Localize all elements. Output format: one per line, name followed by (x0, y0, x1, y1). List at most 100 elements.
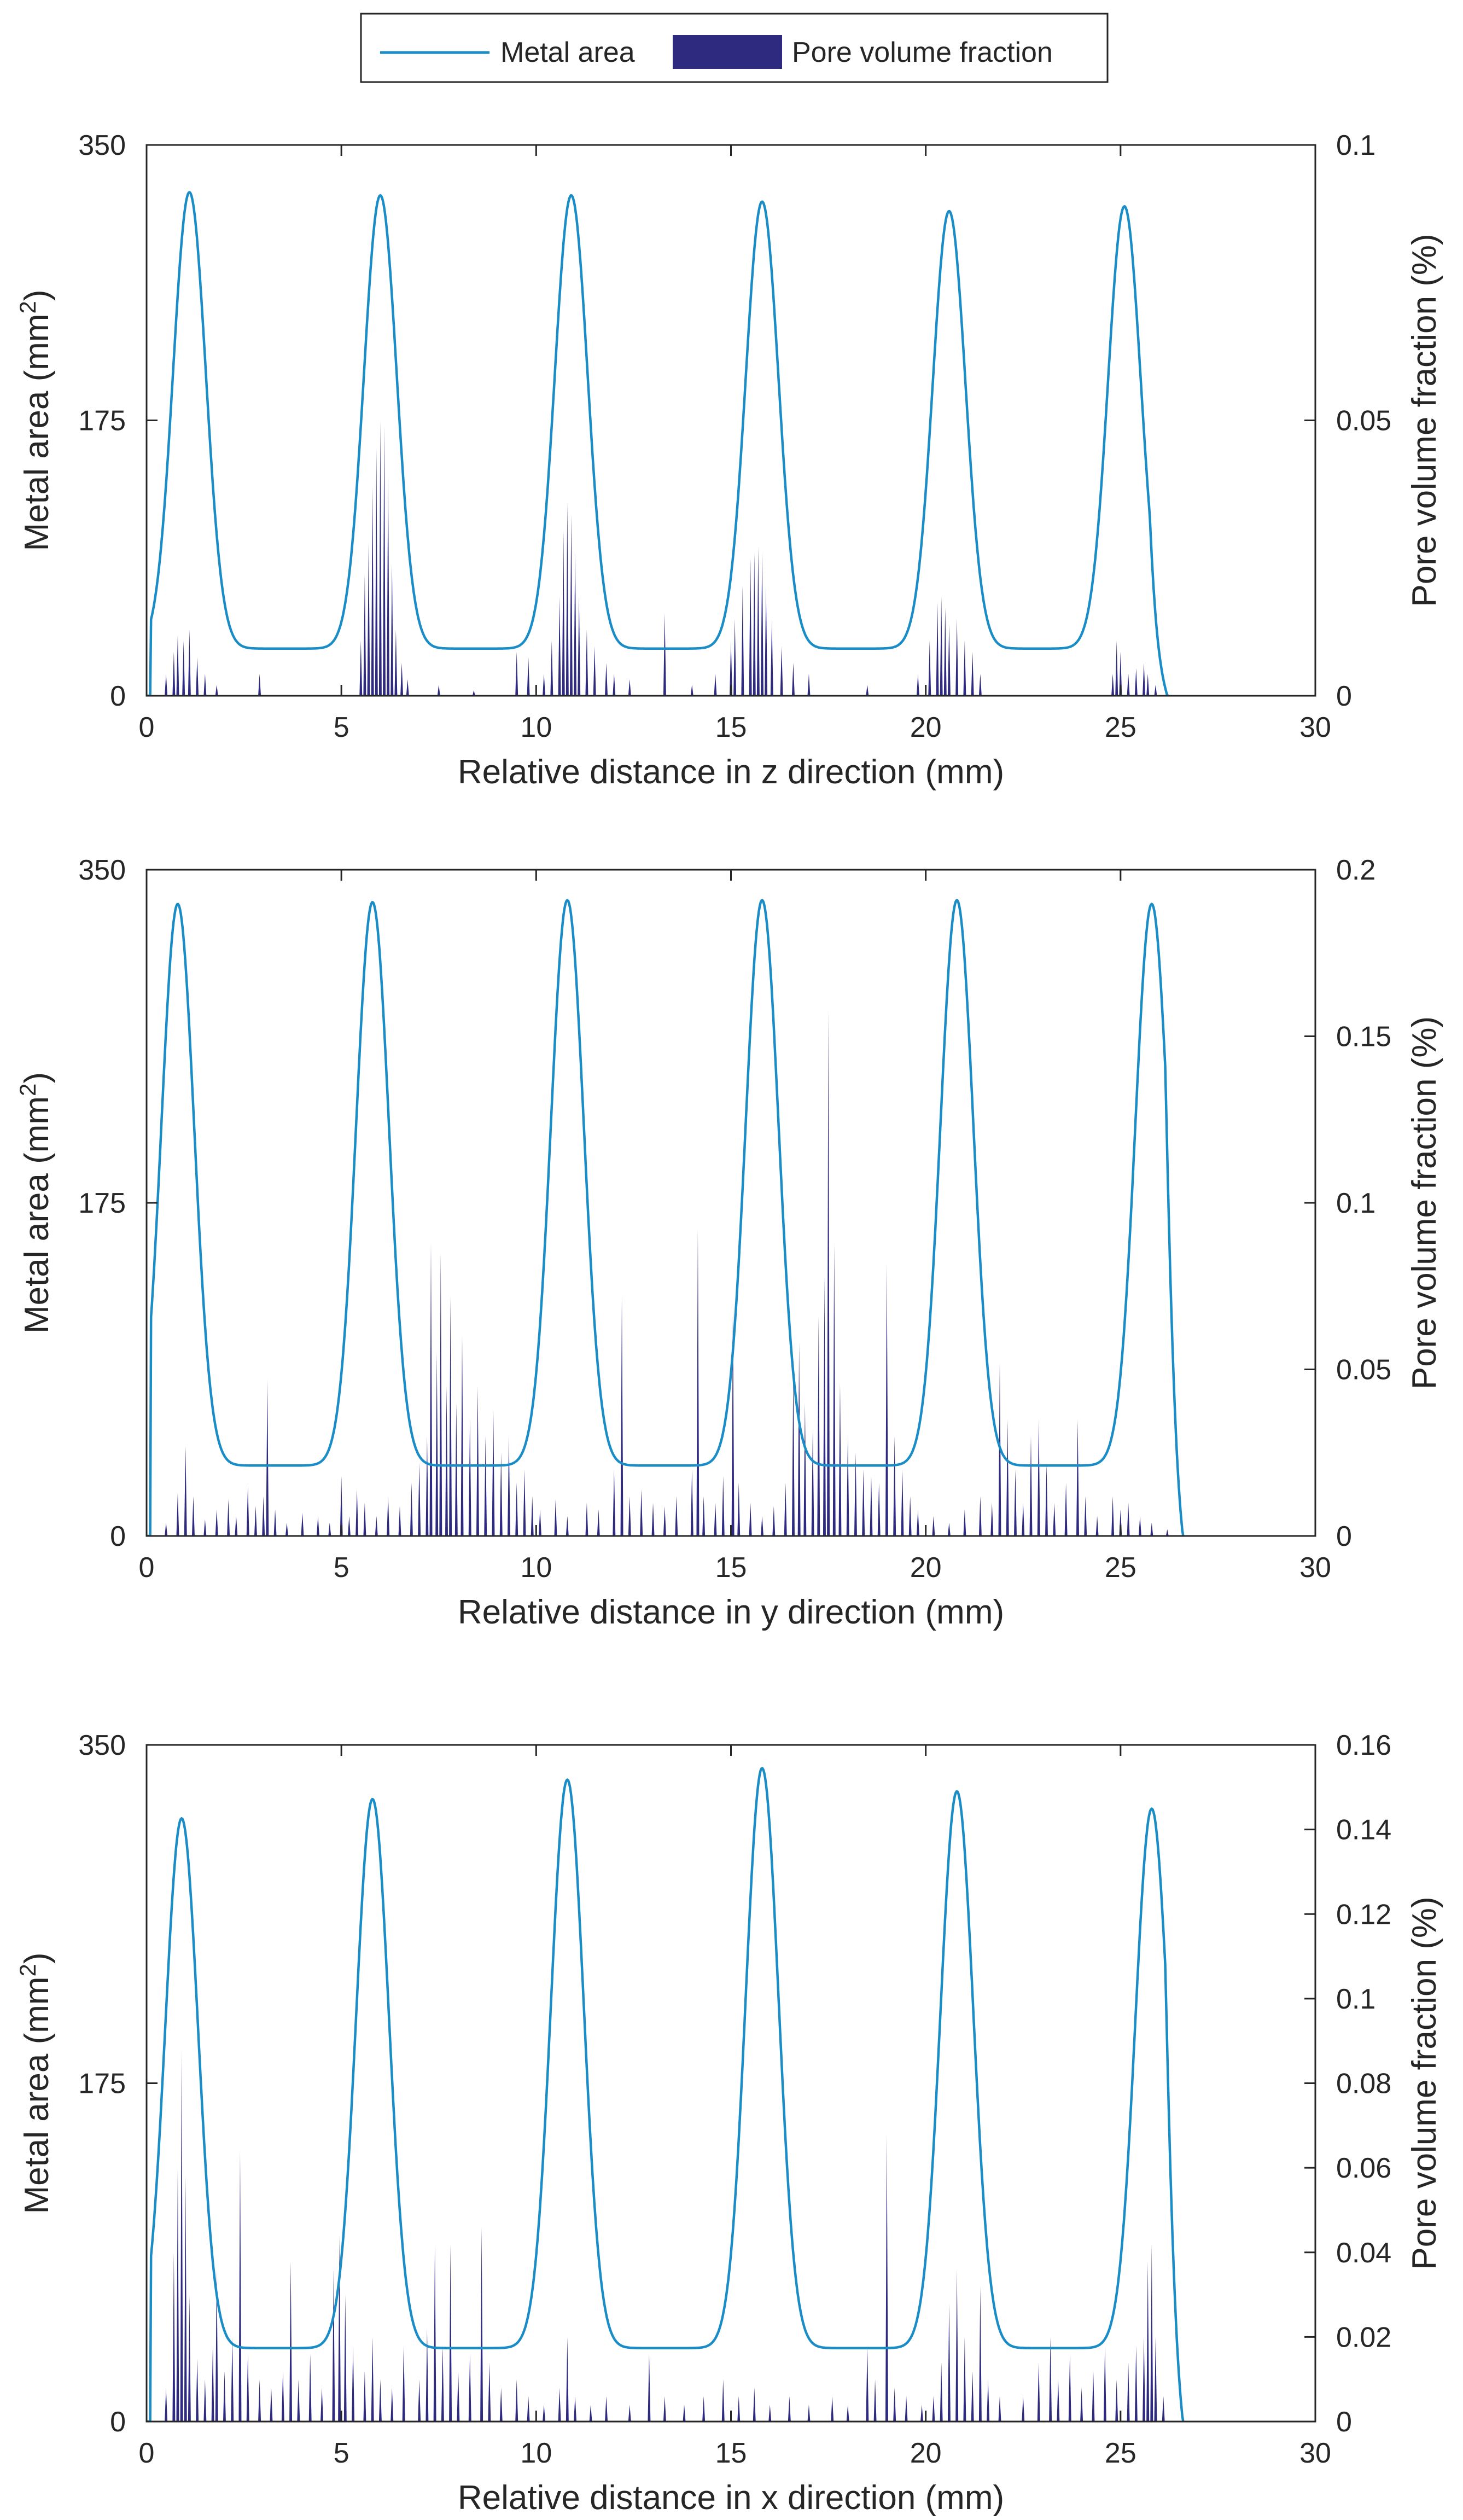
pore-spike (238, 2151, 242, 2422)
pore-spike (1095, 1516, 1099, 1536)
pore-spike (797, 1342, 801, 1536)
pore-spike (320, 2388, 324, 2422)
y-axis-label-close: ) (18, 289, 56, 301)
pore-spike (410, 1482, 413, 1536)
pore-spike (258, 2379, 261, 2422)
y2-tick-label: 0 (1336, 2406, 1352, 2438)
pore-spike (1119, 651, 1122, 696)
pore-spike (578, 596, 581, 696)
pore-spike (258, 673, 261, 696)
metal-area-line (147, 899, 1185, 1536)
y-tick-label: 0 (110, 1521, 126, 1552)
pore-spike (1029, 1436, 1033, 1536)
pore-spike (803, 1402, 807, 1536)
pore-spike (936, 602, 939, 696)
pore-spike (457, 2371, 460, 2422)
y-tick-label: 350 (78, 130, 126, 161)
x-tick-label: 25 (1105, 2437, 1136, 2469)
pore-spike (211, 2345, 214, 2422)
x-tick-label: 25 (1105, 1552, 1136, 1584)
pore-spike (905, 2396, 908, 2422)
pore-spike (870, 1476, 873, 1536)
pore-spike (562, 530, 565, 696)
pore-spike (316, 1516, 319, 1536)
pore-spike (1150, 1522, 1153, 1536)
x-tick-label: 0 (139, 712, 155, 743)
y2-tick-label: 0.1 (1336, 1188, 1375, 1219)
y2-tick-label: 0.16 (1336, 1730, 1391, 1761)
y-tick-label: 350 (78, 1730, 126, 1761)
pore-spike (1127, 2362, 1130, 2422)
pore-spike (203, 673, 207, 696)
pore-spike (515, 2379, 518, 2422)
pore-spike (605, 2396, 608, 2422)
pore-spike (753, 2388, 756, 2422)
pore-spike (943, 607, 947, 696)
pore-spike (827, 1009, 830, 1536)
pore-spike (714, 1503, 717, 1536)
pore-spike (196, 2358, 199, 2422)
y-axis-label: Metal area (mm2) (15, 1952, 56, 2214)
pore-spike (439, 1253, 442, 1536)
pore-spike (702, 1495, 706, 1536)
pore-spike (932, 2396, 935, 2422)
pore-spike (971, 651, 974, 696)
pore-spike (940, 596, 943, 696)
pore-spike (165, 2388, 168, 2422)
pore-spike (597, 1509, 600, 1536)
pore-spike (223, 2371, 226, 2422)
y-axis-label-close: ) (18, 1952, 56, 1964)
pore-spike (394, 630, 398, 696)
pore-spike (328, 1522, 331, 1536)
pore-spike (254, 1506, 257, 1536)
pore-spike (963, 641, 966, 696)
y2-tick-label: 0.02 (1336, 2321, 1391, 2353)
pore-spike (1134, 668, 1138, 696)
pore-spike (246, 2354, 249, 2422)
pore-spike (753, 552, 756, 696)
pore-spike (387, 1495, 390, 1536)
pore-spike (363, 2371, 366, 2422)
pore-spike (378, 2379, 382, 2422)
legend-pore-label: Pore volume fraction (792, 37, 1053, 68)
y-axis-label-sup: 2 (15, 301, 40, 313)
legend: Metal area Pore volume fraction (360, 13, 1109, 83)
pore-spike (963, 1509, 966, 1536)
pore-spike (749, 558, 752, 696)
pore-spike (663, 613, 666, 696)
y-tick-label: 175 (78, 1188, 126, 1219)
metal-area-line (147, 191, 1169, 696)
pore-spike (683, 2405, 686, 2422)
pore-spike (928, 641, 931, 696)
pore-spike (352, 2345, 355, 2422)
pore-spike (165, 673, 168, 696)
y2-tick-label: 0.06 (1336, 2152, 1391, 2184)
pore-spike (749, 1503, 752, 1536)
pore-spike (916, 673, 919, 696)
x-tick-label: 30 (1299, 2437, 1331, 2469)
pore-spike (690, 1469, 693, 1536)
pore-spike (390, 563, 394, 696)
pore-spike (947, 2303, 951, 2422)
pore-spike (831, 2396, 834, 2422)
pore-spike (359, 641, 363, 696)
x-tick-label: 30 (1299, 712, 1331, 743)
pore-spike (675, 1495, 678, 1536)
pore-spike (971, 2371, 974, 2422)
pore-spike (433, 2244, 436, 2422)
axes-box (145, 1744, 1316, 2423)
pore-spike (246, 1486, 249, 1536)
pore-spike (714, 673, 717, 696)
pore-spike (862, 1469, 865, 1536)
pore-spike (426, 1436, 429, 1536)
pore-spike (215, 684, 218, 696)
pore-spike (730, 641, 732, 696)
pore-spike (468, 1419, 471, 1536)
pore-spike (1127, 1503, 1130, 1536)
x-tick-label: 20 (910, 1552, 942, 1584)
pore-spike (227, 1499, 230, 1536)
pore-spike (1092, 2371, 1095, 2422)
pore-spike (811, 1429, 814, 1536)
pore-spike (613, 673, 616, 696)
pore-spike (770, 619, 773, 696)
